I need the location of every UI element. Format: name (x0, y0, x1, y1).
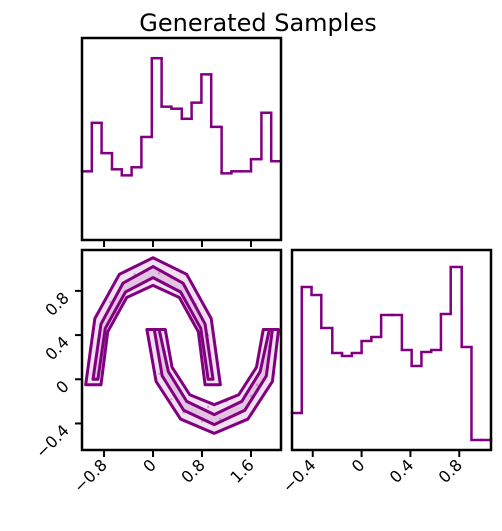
contour-line (152, 328, 274, 427)
x-tick-label: 0.8 (435, 455, 466, 486)
scatter-point (157, 372, 161, 376)
x-tick-label: 0.4 (386, 455, 417, 486)
axes-frame (80, 36, 283, 242)
y-tick-label: 0.8 (41, 288, 72, 319)
chart-title: Generated Samples (139, 9, 376, 37)
scatter-point (255, 383, 259, 387)
y-tick-label: 0 (52, 377, 73, 398)
scatter-point (157, 271, 161, 275)
x-tick-label: 0 (139, 455, 160, 476)
x-tick-label: 0.8 (177, 455, 208, 486)
axes-frame (290, 248, 493, 452)
x-tick-label: −0.8 (70, 455, 111, 496)
scatter-point (219, 417, 222, 421)
y-tick-label: −0.4 (32, 421, 73, 462)
x-tick-label: 0 (348, 455, 369, 476)
x-tick-label: −0.4 (279, 455, 320, 496)
contour-line (91, 265, 215, 381)
x-tick-label: 1.6 (226, 455, 257, 486)
scatter-point (206, 405, 210, 409)
axes-frame (80, 248, 283, 452)
y-tick-label: 0.4 (41, 332, 72, 363)
scatter-point (108, 300, 112, 304)
scatter-point (170, 397, 173, 401)
scatter-point (249, 394, 253, 398)
